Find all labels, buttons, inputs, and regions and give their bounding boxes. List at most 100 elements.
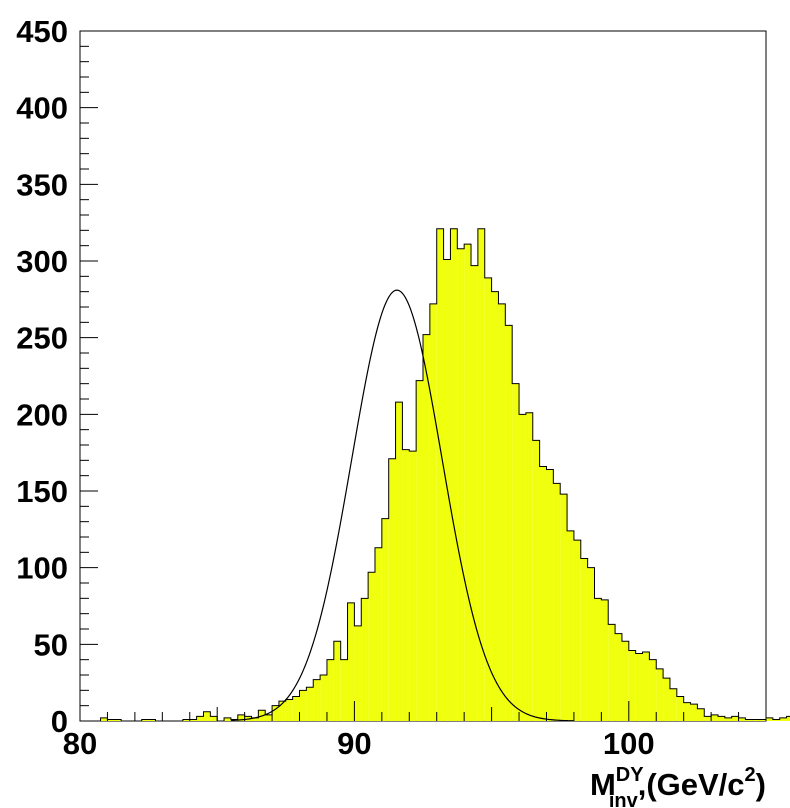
histogram-bar [203, 711, 211, 721]
histogram-bar [779, 717, 787, 721]
histogram-bar [450, 228, 458, 722]
histogram-bar [306, 687, 314, 721]
histogram-bar [567, 530, 574, 721]
x-axis-title-sup: DY [616, 764, 644, 786]
y-tick-label: 250 [16, 321, 68, 356]
histogram-bar [368, 572, 375, 721]
histogram-bar [189, 719, 197, 721]
histogram-bar [457, 248, 465, 721]
histogram-bar [251, 717, 259, 721]
histogram-bar [628, 650, 636, 721]
histogram-bar [313, 679, 321, 721]
histogram-bar [498, 303, 506, 721]
histogram-bar [587, 567, 595, 721]
y-tick-label: 200 [16, 397, 68, 432]
histogram-bar [278, 701, 286, 721]
histogram-bar [539, 466, 547, 721]
histogram-bar [340, 659, 348, 721]
histogram-bar [519, 414, 526, 721]
fit-curve [230, 289, 574, 722]
histogram-bar [724, 717, 732, 721]
histogram-bar [374, 547, 382, 721]
histogram-bar [573, 540, 581, 721]
histogram-bar [326, 659, 334, 721]
histogram-bar [409, 451, 417, 721]
histogram-bar [786, 716, 790, 721]
histogram-bar [704, 716, 712, 721]
histogram-bar [580, 558, 588, 721]
histogram-bar [649, 659, 657, 721]
histogram-bar [745, 719, 753, 721]
histogram-bar [642, 652, 650, 721]
x-axis-title-rest: ,(GeV/c [638, 767, 745, 802]
tick-labels: 0 50 100 150 200 250 300 350 400 450 80 90 100 [16, 14, 654, 761]
y-tick-label: 350 [16, 167, 68, 202]
y-tick-label: 450 [16, 14, 68, 49]
y-tick-label: 150 [16, 474, 68, 509]
histogram-bar [731, 716, 739, 721]
histogram-bar [697, 708, 705, 721]
histogram-bar [512, 383, 520, 721]
histogram-bar [553, 483, 561, 721]
histogram-bar [759, 719, 766, 721]
histogram-bar [272, 705, 279, 721]
histogram-bar [546, 469, 554, 721]
histogram-bar [601, 599, 609, 721]
histogram-bar [320, 675, 327, 721]
histogram-bar [683, 702, 691, 721]
histogram-bar [635, 653, 643, 721]
histogram-bar [738, 717, 746, 721]
histogram-bar [669, 688, 677, 721]
histogram-bar [141, 719, 149, 721]
histogram-bar [395, 402, 403, 721]
y-tick-label: 50 [34, 627, 68, 662]
y-tick-label: 100 [16, 551, 68, 586]
histogram-bar [690, 704, 698, 721]
histogram-bar [532, 440, 540, 721]
histogram-bar [402, 449, 410, 721]
histogram-bar [285, 699, 293, 721]
histogram-bar [381, 518, 389, 721]
histogram-bar [477, 228, 485, 722]
histogram-bar [100, 717, 108, 721]
histogram-bar [621, 641, 629, 721]
gaussian-fit [230, 289, 574, 722]
histogram-bar [525, 412, 533, 721]
histogram-bar [717, 716, 725, 721]
axis-ticks [79, 30, 767, 722]
histogram-bar [196, 716, 204, 721]
histogram-bar [656, 668, 664, 721]
histogram-bar [292, 696, 300, 721]
histogram-bar [423, 334, 430, 721]
y-tick-label: 0 [51, 704, 68, 739]
x-tick-label: 100 [603, 726, 655, 761]
x-axis-title-main: M [590, 767, 616, 802]
histogram-bar [663, 678, 670, 721]
histogram-bar [182, 719, 190, 721]
histogram-bar [114, 719, 122, 721]
histogram-bar [210, 716, 218, 721]
x-tick-label: 90 [337, 726, 371, 761]
histogram-bar [491, 291, 499, 721]
x-axis-title-close: ) [756, 767, 766, 802]
histogram-bar [615, 633, 622, 721]
histogram-bar [299, 690, 307, 721]
histogram-bar [752, 719, 760, 721]
histogram-bar [464, 244, 472, 721]
histogram-bar [107, 719, 115, 721]
histogram-bar [594, 598, 602, 721]
y-tick-label: 400 [16, 91, 68, 126]
x-axis-title-sub: inv [609, 790, 639, 808]
histogram-bar [354, 625, 362, 721]
histogram-bar [416, 380, 423, 721]
histogram-bar [333, 641, 341, 721]
histogram-bars [80, 228, 790, 722]
histogram-bar [388, 458, 396, 721]
histogram-bar [676, 696, 684, 721]
histogram-bar [711, 714, 718, 721]
histogram-bar [766, 717, 773, 721]
histogram-bar [608, 624, 616, 721]
histogram-bar [484, 277, 492, 721]
histogram-bar [560, 494, 568, 721]
